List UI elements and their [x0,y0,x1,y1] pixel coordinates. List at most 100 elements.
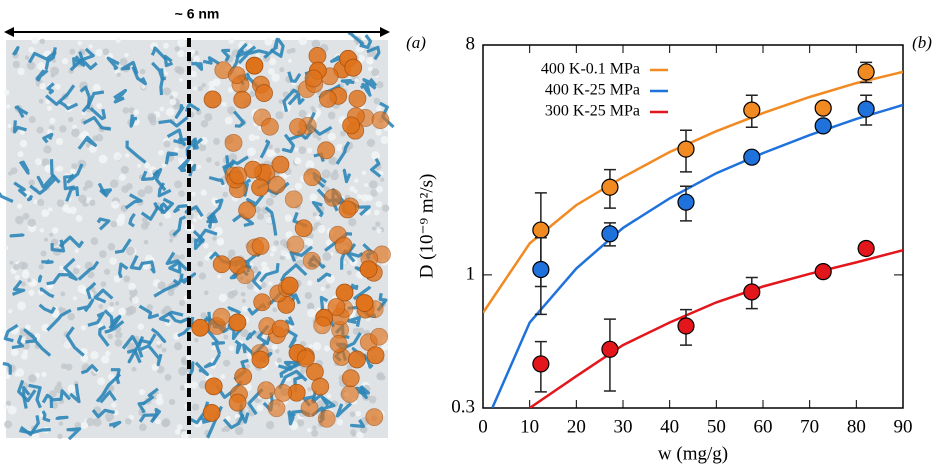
ion [342,116,361,135]
polymer-chain [150,46,168,61]
polymer-chain [63,257,78,281]
legend-label: 400 K-0.1 MPa [541,61,640,78]
water-atom [77,284,86,294]
water-atom [131,366,137,372]
ion [327,298,346,316]
water-atom [141,84,146,89]
water-atom [353,189,358,194]
ion [348,350,366,369]
polymer-chain [340,249,356,270]
ion [365,408,384,427]
water-atom [26,61,36,70]
water-atom [55,137,64,146]
polymer-chain [228,155,249,169]
water-atom [58,421,64,426]
water-atom [72,124,77,130]
x-tick-label: 30 [614,416,633,437]
water-atom [197,86,203,92]
ion [323,188,342,207]
polymer-chain [49,159,61,184]
water-atom [137,189,146,198]
polymer-chain [152,168,167,192]
data-point [532,355,550,373]
polymer-chain [177,157,191,173]
water-atom [90,237,99,245]
ion [366,346,385,365]
polymer-chain [19,415,40,436]
water-atom [108,385,114,391]
water-atom [45,99,51,105]
water-atom [140,222,149,230]
polymer-chain [0,191,14,203]
water-atom [317,136,322,141]
water-atom [382,204,390,212]
water-atom [340,130,346,137]
water-atom [200,189,207,197]
water-atom [201,82,207,88]
water-atom [307,386,312,392]
polymer-chain [192,137,204,150]
polymer-chain [155,197,174,214]
water-atom [75,215,83,222]
water-atom [265,216,273,224]
polymer-chain [137,333,157,358]
polymer-chain [208,175,225,186]
water-atom [161,163,166,168]
water-atom [17,261,26,269]
polymer-chain [13,120,27,134]
water-atom [39,38,46,45]
polymer-chain [39,287,55,299]
water-atom [147,112,157,122]
polymer-chain [25,339,52,357]
water-atom [328,158,335,165]
polymer-chain [91,408,115,419]
polymer-chain [77,260,100,281]
water-atom [311,429,319,437]
water-atom [241,305,248,312]
water-atom [162,418,171,427]
polymer-chain [174,104,185,119]
water-atom [63,340,72,349]
water-atom [31,37,39,45]
water-atom [56,381,62,387]
water-atom [223,334,229,340]
ion [228,393,247,412]
water-atom [76,264,81,269]
water-atom [271,344,278,350]
x-tick-label: 0 [478,416,488,437]
water-atom [275,349,280,354]
water-atom [156,340,161,346]
water-atom [32,280,38,286]
y-axis-label: D (10⁻⁹ m²/s) [416,174,437,279]
water-atom [169,238,174,243]
water-atom [74,248,80,254]
water-atom [60,363,67,370]
polymer-chain [347,316,361,327]
water-atom [371,226,377,231]
water-atom [49,117,56,124]
ion [335,283,354,302]
water-atom [121,185,129,194]
water-atom [98,250,107,259]
water-atom [138,389,146,396]
water-atom [254,206,262,214]
water-atom [97,377,106,386]
water-atom [124,52,129,58]
polymer-chain [168,260,182,274]
water-atom [31,432,40,440]
water-atom [110,220,118,228]
polymer-chain [202,56,220,65]
polymer-chain [285,316,295,326]
water-atom [174,428,181,435]
water-atom [6,104,11,109]
water-atom [336,143,344,152]
water-atom [102,48,110,56]
water-atom [221,101,227,107]
ion [227,66,246,85]
polymer-chain [93,288,114,304]
water-atom [381,375,386,380]
water-atom [349,185,356,192]
ion [212,255,231,274]
water-atom [311,39,321,49]
ion [338,200,357,219]
